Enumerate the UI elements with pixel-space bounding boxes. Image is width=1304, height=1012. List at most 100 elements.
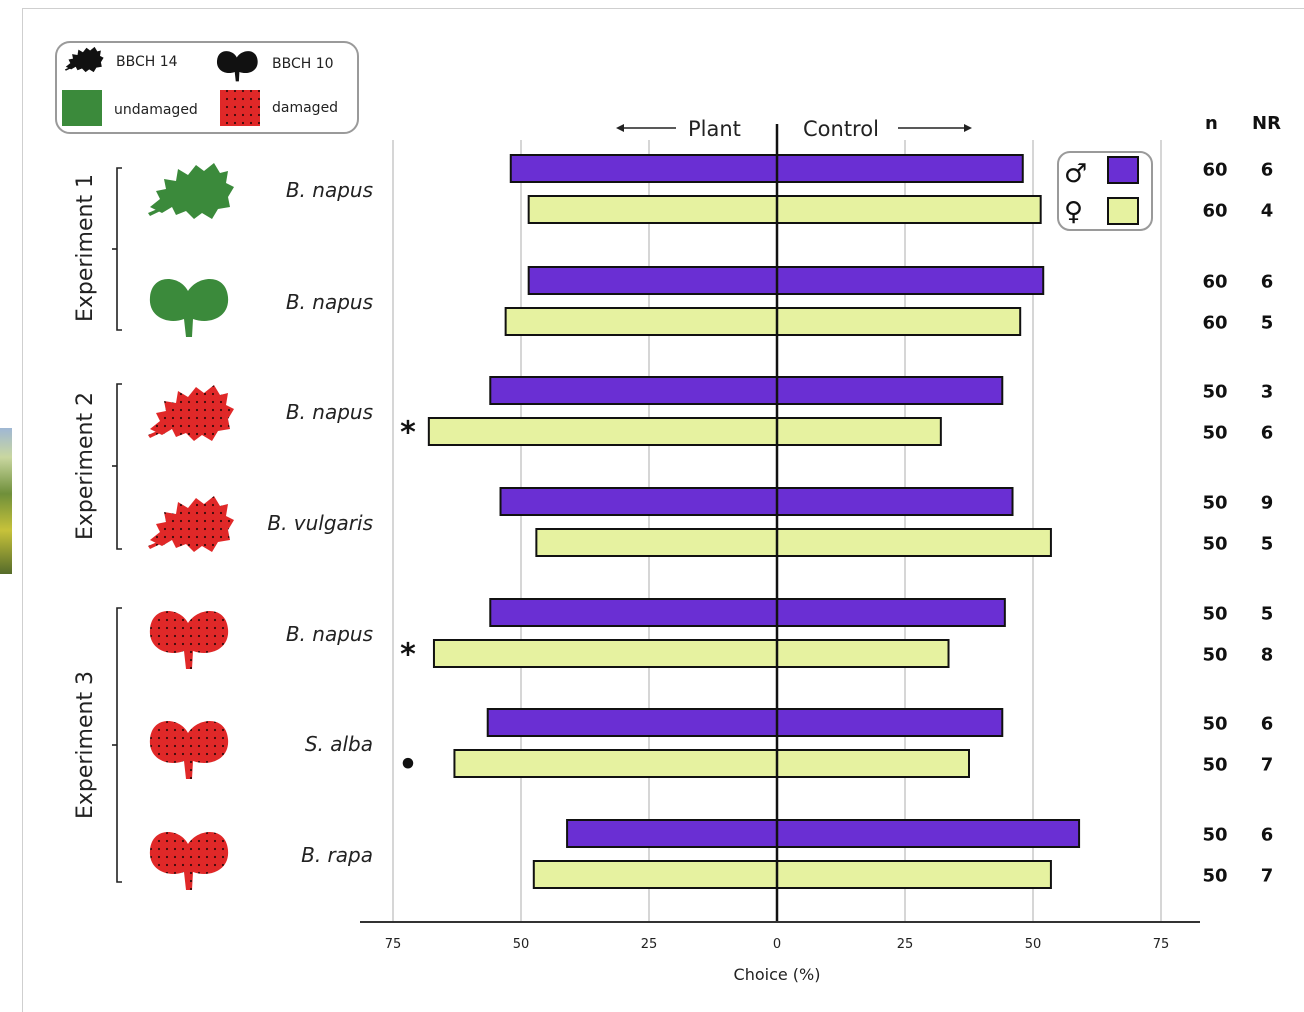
male-nr-value: 9: [1261, 493, 1274, 514]
nr-header: NR: [1252, 113, 1281, 134]
legend-bbch10-label: BBCH 10: [272, 56, 334, 72]
female-bar: [427, 417, 942, 446]
bars: [427, 154, 1081, 889]
significance-mark: *: [400, 416, 416, 451]
exp3-bracket: [116, 607, 122, 883]
frame-border-top: [22, 8, 1304, 9]
female-n-value: 50: [1202, 423, 1227, 444]
exp2-bracket: [116, 383, 122, 550]
male-n-value: 50: [1202, 493, 1227, 514]
female-bar: [527, 195, 1042, 224]
male-nr-value: 5: [1261, 604, 1274, 625]
legend: BBCH 14 BBCH 10 undamaged damaged: [55, 41, 359, 134]
legend-bbch14-label: BBCH 14: [116, 54, 178, 70]
experiment-3-label: Experiment 3: [73, 671, 98, 819]
frame-border-left: [22, 8, 23, 1012]
bbch14-undamaged-plant-icon: [148, 163, 234, 219]
plant-label: Plant: [688, 117, 741, 141]
exp1-bracket: [116, 167, 122, 331]
species-label: B. napus: [286, 290, 373, 314]
species-label: B. vulgaris: [267, 511, 373, 535]
x-axis-title: Choice (%): [734, 965, 821, 984]
male-bar: [489, 598, 1006, 627]
x-tick-label: 50: [513, 937, 530, 952]
male-n-value: 50: [1202, 604, 1227, 625]
female-swatch: [1107, 197, 1139, 225]
female-nr-value: 7: [1261, 866, 1274, 887]
female-nr-value: 5: [1261, 534, 1274, 555]
male-nr-value: 6: [1261, 714, 1274, 735]
cropped-field-photo: [0, 428, 12, 574]
male-nr-value: 3: [1261, 382, 1274, 403]
female-nr-value: 8: [1261, 645, 1274, 666]
female-bar: [535, 528, 1052, 557]
bbch14-damaged-plant-icon: [148, 496, 234, 552]
species-label: B. napus: [286, 178, 373, 202]
significance-mark: *: [400, 638, 416, 673]
female-bar: [453, 749, 970, 778]
male-n-value: 50: [1202, 714, 1227, 735]
species-label: B. napus: [286, 400, 373, 424]
species-label: B. napus: [286, 622, 373, 646]
count-values: 60 6 60 4 60 6 60 5 50 3 50 6 50 9 50 5 50 5 50 8 50 6 50 7 50 6 5…: [1202, 160, 1273, 887]
bbch10-damaged-plant-icon: [149, 720, 229, 779]
male-bar: [489, 376, 1004, 405]
sex-legend: ♂ ♀: [1057, 151, 1153, 231]
bbch10-damaged-plant-icon: [149, 610, 229, 669]
legend-box: [55, 41, 359, 134]
n-header: n: [1205, 113, 1218, 134]
x-tick-label: 0: [773, 937, 781, 952]
female-bar: [432, 639, 950, 668]
male-bar: [499, 487, 1014, 516]
bbch10-damaged-plant-icon: [149, 831, 229, 890]
male-n-value: 50: [1202, 825, 1227, 846]
bbch14-damaged-plant-icon: [148, 385, 234, 441]
female-nr-value: 7: [1261, 755, 1274, 776]
significance-marks: * * •: [398, 416, 417, 783]
experiment-brackets: [112, 167, 122, 883]
female-n-value: 50: [1202, 645, 1227, 666]
female-n-value: 60: [1202, 201, 1227, 222]
male-n-value: 50: [1202, 382, 1227, 403]
male-n-value: 60: [1202, 272, 1227, 293]
legend-damaged-label: damaged: [272, 100, 338, 116]
female-n-value: 50: [1202, 534, 1227, 555]
male-nr-value: 6: [1261, 160, 1274, 181]
male-bar: [486, 708, 1004, 737]
control-arrowhead: [964, 124, 972, 132]
x-tick-label: 75: [1153, 937, 1170, 952]
x-tick-label: 50: [1025, 937, 1042, 952]
female-n-value: 50: [1202, 866, 1227, 887]
bbch10-undamaged-plant-icon: [149, 278, 229, 337]
female-symbol: ♀: [1064, 197, 1083, 227]
male-nr-value: 6: [1261, 825, 1274, 846]
undamaged-swatch: [62, 90, 102, 126]
species-label: B. rapa: [301, 843, 373, 867]
male-symbol: ♂: [1064, 159, 1087, 189]
plant-arrowhead: [616, 124, 624, 132]
x-tick-label: 75: [385, 937, 402, 952]
male-bar: [509, 154, 1024, 183]
female-n-value: 50: [1202, 755, 1227, 776]
significance-mark: •: [398, 748, 417, 783]
female-bar: [532, 860, 1052, 889]
male-bar: [566, 819, 1081, 848]
female-nr-value: 4: [1261, 201, 1274, 222]
male-bar: [527, 266, 1045, 295]
experiment-1-label: Experiment 1: [73, 174, 98, 322]
male-nr-value: 6: [1261, 272, 1274, 293]
female-bar: [504, 307, 1022, 336]
x-tick-label: 25: [641, 937, 658, 952]
species-label: S. alba: [305, 732, 373, 756]
damaged-swatch: [220, 90, 260, 126]
control-label: Control: [803, 117, 879, 141]
female-nr-value: 5: [1261, 313, 1274, 334]
x-tick-label: 25: [897, 937, 914, 952]
species-labels: B. napus B. napus B. napus B. vulgaris B. na…: [267, 178, 373, 867]
direction-labels: Plant Control: [616, 117, 972, 141]
male-n-value: 60: [1202, 160, 1227, 181]
female-nr-value: 6: [1261, 423, 1274, 444]
x-axis-ticks: 75 50 25 0 25 50 75: [385, 937, 1170, 952]
female-n-value: 60: [1202, 313, 1227, 334]
